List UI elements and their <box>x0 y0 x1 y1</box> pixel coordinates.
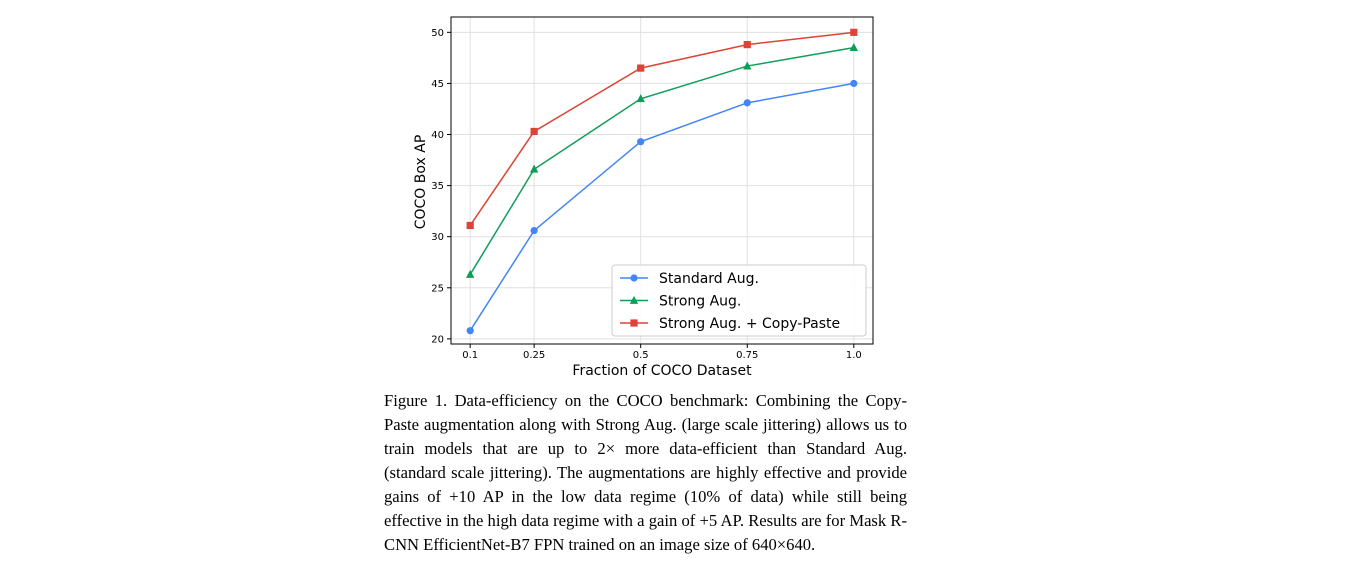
marker-square <box>630 319 638 327</box>
x-tick-label: 0.75 <box>736 350 758 361</box>
marker-triangle <box>529 164 539 173</box>
marker-triangle <box>849 43 859 52</box>
x-tick-label: 0.5 <box>633 350 649 361</box>
legend-label: Standard Aug. <box>659 271 759 287</box>
marker-circle <box>630 274 638 282</box>
legend-entry: Strong Aug. + Copy-Paste <box>620 316 840 332</box>
legend-label: Strong Aug. + Copy-Paste <box>659 316 840 332</box>
marker-triangle <box>743 61 752 70</box>
y-tick-label: 40 <box>431 130 444 141</box>
marker-circle <box>743 99 751 107</box>
series-line <box>469 31 854 226</box>
y-tick-label: 20 <box>431 334 444 345</box>
marker-square <box>530 127 538 136</box>
legend-box <box>611 264 867 337</box>
legend-label: Strong Aug. <box>659 294 741 310</box>
marker-circle <box>466 327 474 335</box>
figure-caption: Figure 1. Data-efficiency on the COCO be… <box>384 391 907 554</box>
legend-entry: Standard Aug. <box>620 271 759 287</box>
y-tick-label: 45 <box>431 79 444 90</box>
axes: 0.1 0.25 0.5 0.75 1.0 20 25 30 35 40 45 50 <box>431 16 874 361</box>
y-tick-label: 50 <box>431 28 444 39</box>
legend-entry: Strong Aug. <box>620 294 741 310</box>
y-tick-label: 35 <box>431 181 444 192</box>
x-tick-label: 0.1 <box>462 350 478 361</box>
marker-square <box>743 40 751 49</box>
marker-triangle <box>636 94 645 103</box>
marker-square <box>466 221 474 230</box>
series-1 <box>466 79 858 335</box>
marker-triangle <box>629 295 639 304</box>
marker-circle <box>530 226 538 235</box>
line-chart: 0.1 0.25 0.5 0.75 1.0 20 25 30 35 40 45 50 Standard… <box>413 16 874 379</box>
y-tick-label: 25 <box>431 283 444 294</box>
x-axis-label: Fraction of COCO Dataset <box>572 363 752 379</box>
legend: Standard Aug. Strong Aug. Strong Aug. + Co… <box>611 264 867 337</box>
marker-circle <box>637 138 645 146</box>
marker-circle <box>850 79 858 88</box>
chart-figure: 0.1 0.25 0.5 0.75 1.0 20 25 30 35 40 45 50 Standard… <box>413 16 874 379</box>
y-axis-label: COCO Box AP <box>413 135 429 230</box>
marker-square <box>637 64 645 72</box>
marker-triangle <box>465 269 475 278</box>
y-tick-label: 30 <box>431 232 444 243</box>
series-3 <box>466 28 858 230</box>
marker-square <box>850 28 858 36</box>
x-tick-label: 1.0 <box>846 350 862 361</box>
series-group <box>465 28 859 335</box>
series-2 <box>465 43 859 278</box>
plot-frame <box>450 16 874 345</box>
x-tick-label: 0.25 <box>523 350 545 361</box>
